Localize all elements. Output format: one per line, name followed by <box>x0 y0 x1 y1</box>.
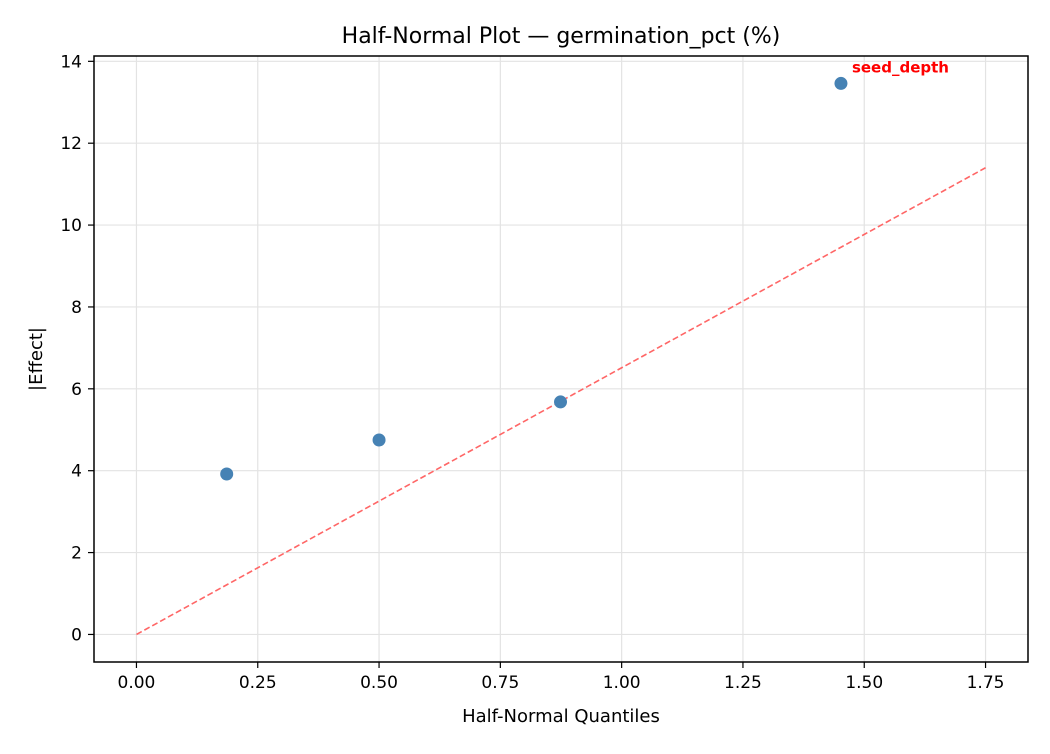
y-tick-label: 10 <box>60 216 82 236</box>
x-tick-label: 0.75 <box>481 673 519 693</box>
data-point <box>554 395 568 409</box>
x-tick-label: 1.25 <box>724 673 762 693</box>
y-tick-label: 12 <box>60 134 82 154</box>
x-tick-label: 1.75 <box>967 673 1005 693</box>
data-point <box>372 433 386 447</box>
y-tick-label: 0 <box>71 625 82 645</box>
x-tick-label: 1.00 <box>603 673 641 693</box>
x-axis-label: Half-Normal Quantiles <box>462 706 660 727</box>
y-tick-label: 14 <box>60 52 82 72</box>
plot-frame <box>93 55 1029 663</box>
x-tick-label: 0.00 <box>118 673 156 693</box>
y-tick-label: 6 <box>71 380 82 400</box>
x-tick-label: 0.25 <box>239 673 277 693</box>
y-axis-label: |Effect| <box>26 327 47 391</box>
y-tick-label: 8 <box>71 298 82 318</box>
chart-title: Half-Normal Plot — germination_pct (%) <box>342 24 781 49</box>
y-tick-label: 4 <box>71 462 82 482</box>
point-annotation: seed_depth <box>852 58 949 76</box>
data-point <box>220 467 234 481</box>
x-tick-label: 0.50 <box>360 673 398 693</box>
y-tick-label: 2 <box>71 544 82 564</box>
data-point <box>834 76 848 90</box>
x-tick-label: 1.50 <box>845 673 883 693</box>
